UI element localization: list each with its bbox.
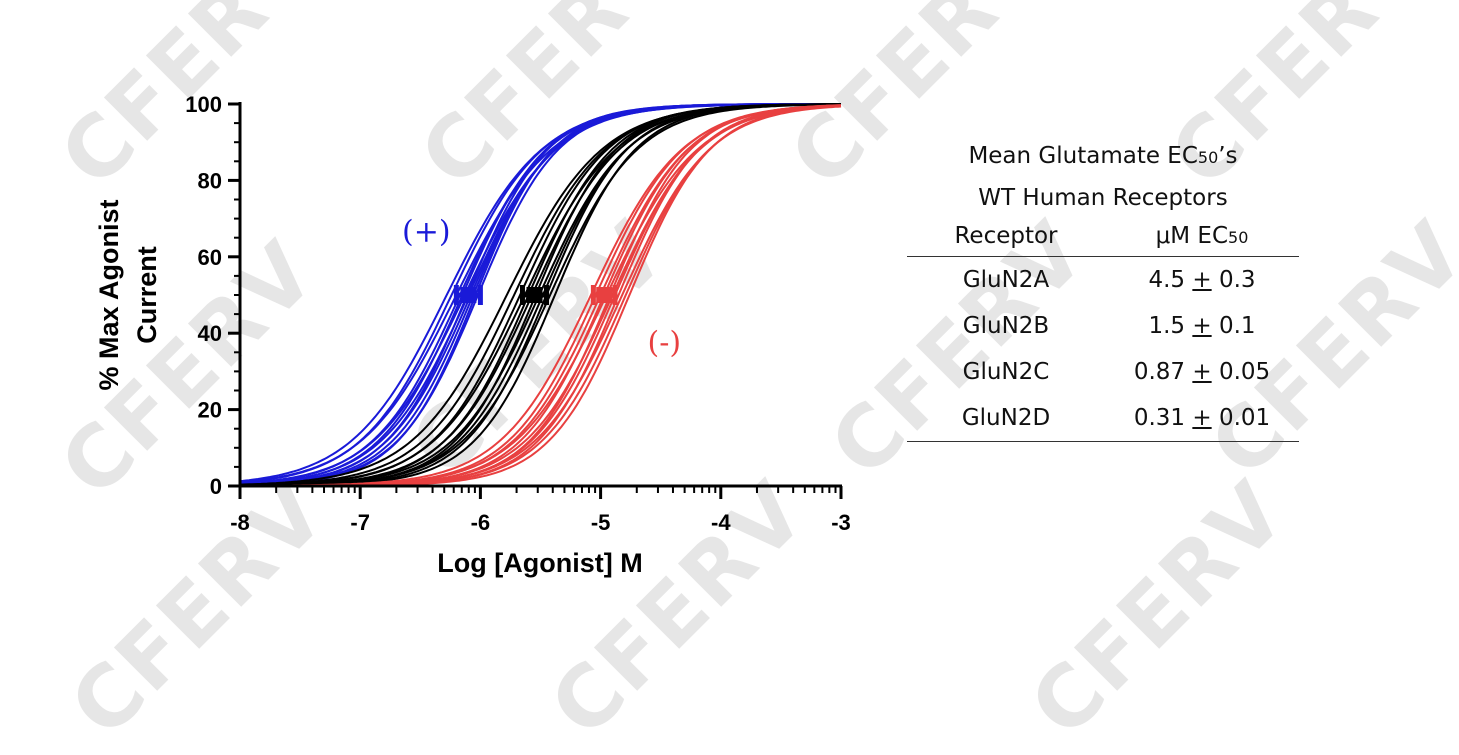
ec50-mean: 4.5 [1148, 267, 1186, 293]
annotations-group: (+) (-) [402, 215, 681, 361]
header-receptor: Receptor [907, 216, 1105, 257]
x-tick-label: -4 [711, 510, 731, 535]
y-tick-label: 0 [210, 474, 222, 499]
x-axis-title: Log [Agonist] M [437, 548, 642, 578]
ec50-cell: 1.5 + 0.1 [1105, 303, 1299, 349]
curves-group [239, 103, 842, 487]
ec50-mean: 1.5 [1148, 313, 1186, 339]
header-ec50: μM EC50 [1105, 216, 1299, 257]
ec50-marker-1 [526, 287, 543, 303]
ec50-error: 0.1 [1218, 313, 1256, 339]
y-tick-label: 40 [198, 321, 222, 346]
table-title-line2: WT Human Receptors [978, 185, 1228, 211]
receptor-cell: GluN2C [962, 359, 1050, 385]
table-title-line1: Mean Glutamate EC50’s [907, 136, 1299, 178]
y-tick-label: 20 [198, 398, 222, 423]
plus-minus: + [1192, 267, 1212, 293]
table-header-row: Receptor μM EC50 [907, 216, 1299, 257]
y-tick-label: 100 [185, 92, 222, 117]
x-tick-label: -7 [350, 510, 370, 535]
receptor-cell: GluN2A [962, 267, 1050, 293]
table-row: GluN2B 1.5 + 0.1 [907, 303, 1299, 349]
ec50-data-table: Receptor μM EC50 GluN2A 4.5 + 0.3 GluN2B… [907, 216, 1299, 442]
ec50-cell: 0.87 + 0.05 [1105, 349, 1299, 395]
header-ec50-text: μM EC [1155, 223, 1229, 249]
table-title-subscript: 50 [1197, 148, 1219, 167]
ec50-marker-0 [460, 287, 477, 303]
ec50-mean: 0.31 [1133, 405, 1186, 431]
annotation-1: (-) [648, 325, 682, 360]
table-title-suffix: ’s [1218, 143, 1238, 169]
x-tick-label: -5 [591, 510, 611, 535]
ec50-mean: 0.87 [1133, 359, 1186, 385]
ec50-table: Mean Glutamate EC50’s WT Human Receptors… [907, 136, 1299, 442]
y-tick-label: 80 [198, 168, 222, 193]
y-tick-label: 60 [198, 245, 222, 270]
table-row: GluN2A 4.5 + 0.3 [907, 257, 1299, 304]
plus-minus: + [1192, 359, 1212, 385]
plus-minus: + [1192, 405, 1212, 431]
ec50-error: 0.3 [1218, 267, 1256, 293]
table-title-text: Mean Glutamate EC [968, 143, 1198, 169]
y-axis-title: % Max Agonist Current [94, 199, 162, 390]
axes-group: 0 20 40 60 80 100 -8 -7 -6 -5 -4 -3 [185, 92, 851, 535]
y-axis-title-line2: Current [132, 246, 162, 344]
header-ec50-subscript: 50 [1228, 228, 1249, 247]
ec50-cell: 4.5 + 0.3 [1105, 257, 1299, 304]
receptor-cell: GluN2D [907, 395, 1105, 442]
ec50-error: 0.05 [1218, 359, 1271, 385]
table-row: GluN2C 0.87 + 0.05 [907, 349, 1299, 395]
receptor-cell: GluN2B [962, 313, 1050, 339]
x-tick-label: -8 [230, 510, 250, 535]
ec50-cell: 0.31 + 0.01 [1105, 395, 1299, 442]
y-axis-title-line1: % Max Agonist [94, 199, 124, 390]
table-row: GluN2D 0.31 + 0.01 [907, 395, 1299, 442]
ec50-marker-2 [596, 287, 613, 303]
ec50-error: 0.01 [1218, 405, 1271, 431]
plus-minus: + [1192, 313, 1212, 339]
x-tick-label: -6 [471, 510, 491, 535]
ec50-markers-group [453, 285, 618, 305]
x-tick-label: -3 [831, 510, 851, 535]
annotation-0: (+) [402, 215, 451, 250]
dose-response-chart: 0 20 40 60 80 100 -8 -7 -6 -5 -4 -3 Log [Agonist] M… [94, 92, 851, 578]
